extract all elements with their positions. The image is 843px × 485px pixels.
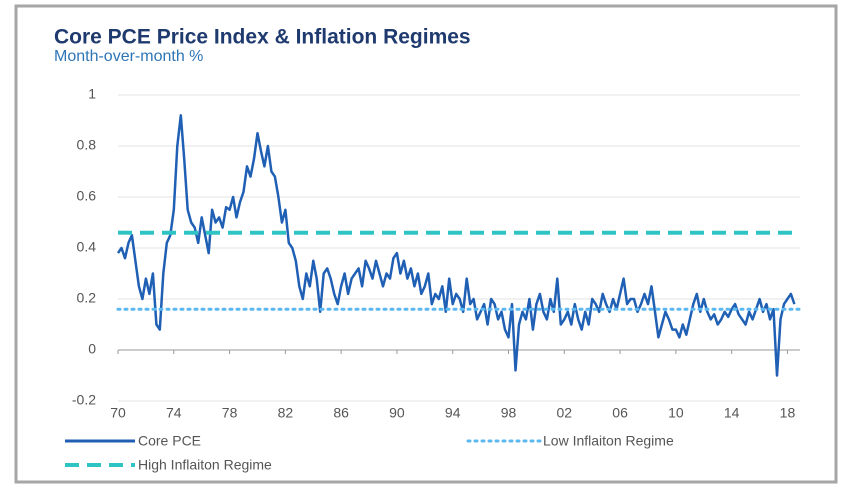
- x-tick-label: 74: [166, 405, 182, 421]
- legend-label: Core PCE: [138, 433, 201, 449]
- x-tick-label: 86: [333, 405, 349, 421]
- frame: [14, 4, 838, 484]
- x-tick-label: 10: [668, 405, 684, 421]
- chart-subtitle: Month-over-month %: [54, 48, 203, 65]
- y-tick-label: 0: [88, 341, 96, 357]
- x-tick-label: 02: [557, 405, 573, 421]
- x-tick-label: 06: [612, 405, 628, 421]
- y-tick-label: 1: [88, 86, 96, 102]
- y-tick-label: 0.4: [77, 239, 97, 255]
- x-tick-label: 82: [278, 405, 294, 421]
- x-tick-label: 18: [780, 405, 796, 421]
- y-tick-label: 0.2: [77, 290, 97, 306]
- x-tick-label: 94: [445, 405, 461, 421]
- y-tick-label: 0.8: [77, 137, 97, 153]
- chart-title: Core PCE Price Index & Inflation Regimes: [54, 26, 471, 49]
- series-line: [116, 114, 796, 377]
- x-tick-label: 90: [389, 405, 405, 421]
- x-tick-label: 98: [501, 405, 517, 421]
- y-tick-label: 0.6: [77, 188, 97, 204]
- x-tick-label: 78: [222, 405, 238, 421]
- x-tick-label: 14: [724, 405, 740, 421]
- y-tick-label: -0.2: [72, 392, 96, 408]
- legend-label: High Inflaiton Regime: [138, 457, 272, 473]
- x-tick-label: 70: [110, 405, 126, 421]
- legend-label: Low Inflaiton Regime: [543, 433, 674, 449]
